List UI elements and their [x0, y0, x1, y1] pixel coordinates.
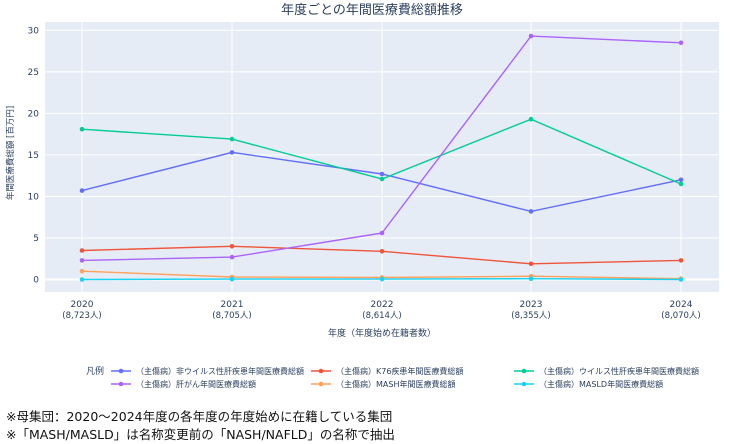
series-2	[79, 244, 684, 267]
data-point	[379, 171, 385, 177]
data-point	[528, 33, 534, 39]
series-3	[79, 116, 684, 187]
legend-swatch-marker	[118, 381, 124, 387]
y-tick-label: 10	[28, 192, 40, 202]
legend-label: （主傷病）MASH年間医療費総額	[336, 379, 455, 389]
legend-label: （主傷病）K76疾患年間医療費総額	[336, 366, 463, 376]
data-point	[79, 188, 85, 193]
x-tick-label: 2020	[71, 300, 94, 310]
x-tick-label: 2021	[221, 300, 244, 310]
data-point	[79, 126, 85, 132]
legend-item[interactable]: （主傷病）ウイルス性肝疾患年間医療費総額	[514, 366, 699, 376]
legend-item[interactable]: （主傷病）K76疾患年間医療費総額	[311, 366, 463, 376]
legend-swatch-marker	[318, 381, 324, 387]
legend-label: （主傷病）肝がん年間医療費総額	[136, 379, 256, 389]
legend-item[interactable]: （主傷病）MASLD年間医療費総額	[514, 379, 663, 389]
x-tick-sublabel: (8,070人)	[661, 311, 700, 321]
footnote-naming: ※「MASH/MASLD」は名称変更前の「NASH/NAFLD」の名称で抽出	[6, 427, 395, 442]
data-point	[79, 268, 85, 274]
x-tick-sublabel: (8,705人)	[212, 311, 251, 321]
data-point	[379, 276, 385, 282]
legend-item[interactable]: （主傷病）非ウイルス性肝疾患年間医療費総額	[111, 366, 304, 376]
data-point	[678, 277, 684, 282]
series-1	[79, 150, 684, 214]
data-point	[528, 209, 534, 214]
y-tick-label: 0	[33, 276, 39, 286]
data-point	[678, 258, 684, 263]
legend-label: （主傷病）ウイルス性肝疾患年間医療費総額	[539, 366, 699, 376]
chart-title: 年度ごとの年間医療費総額推移	[281, 2, 463, 18]
data-point	[229, 276, 235, 282]
data-point	[79, 258, 85, 263]
y-tick-label: 20	[28, 109, 40, 119]
x-tick-sublabel: (8,723人)	[62, 311, 101, 321]
y-tick-label: 25	[28, 68, 39, 78]
legend-item[interactable]: （主傷病）肝がん年間医療費総額	[111, 379, 256, 389]
footnotes: ※母集団：2020～2024年度の各年度の年度始めに在籍している集団 ※「MAS…	[0, 404, 745, 444]
data-point	[528, 116, 534, 122]
data-point	[379, 176, 385, 182]
legend-swatch-marker	[521, 381, 527, 387]
legend-swatch-marker	[118, 368, 124, 374]
x-tick-label: 2023	[520, 300, 543, 310]
data-point	[678, 181, 684, 187]
footnote-population: ※母集団：2020～2024年度の各年度の年度始めに在籍している集団	[6, 409, 393, 424]
x-tick-sublabel: (8,355人)	[511, 311, 550, 321]
legend-swatch-marker	[318, 368, 324, 374]
x-tick-sublabel: (8,614人)	[362, 311, 401, 321]
legend-title: 凡例	[86, 365, 104, 377]
series-6	[79, 276, 684, 282]
x-tick-label: 2022	[371, 300, 394, 310]
data-point	[678, 177, 684, 183]
x-axis-label: 年度（年度始め在籍者数）	[328, 327, 436, 339]
x-tick-label: 2024	[670, 300, 693, 310]
data-point	[379, 230, 385, 236]
series-4	[79, 33, 684, 263]
data-point	[528, 261, 534, 267]
legend-label: （主傷病）非ウイルス性肝疾患年間医療費総額	[136, 366, 304, 376]
y-tick-label: 5	[33, 234, 39, 244]
y-tick-label: 30	[28, 26, 40, 36]
data-point	[379, 249, 385, 254]
data-point	[229, 244, 235, 249]
data-point	[678, 40, 684, 46]
data-point	[229, 136, 235, 142]
data-point	[79, 248, 85, 253]
legend-swatch-marker	[521, 368, 527, 374]
data-point	[79, 277, 85, 282]
legend-item[interactable]: （主傷病）MASH年間医療費総額	[311, 379, 455, 389]
y-tick-label: 15	[28, 151, 39, 161]
data-point	[229, 150, 235, 155]
data-point	[229, 254, 235, 260]
data-point	[528, 276, 534, 282]
y-axis-label: 年間医療費総額 [百万円]	[5, 106, 16, 200]
legend-label: （主傷病）MASLD年間医療費総額	[539, 379, 663, 389]
